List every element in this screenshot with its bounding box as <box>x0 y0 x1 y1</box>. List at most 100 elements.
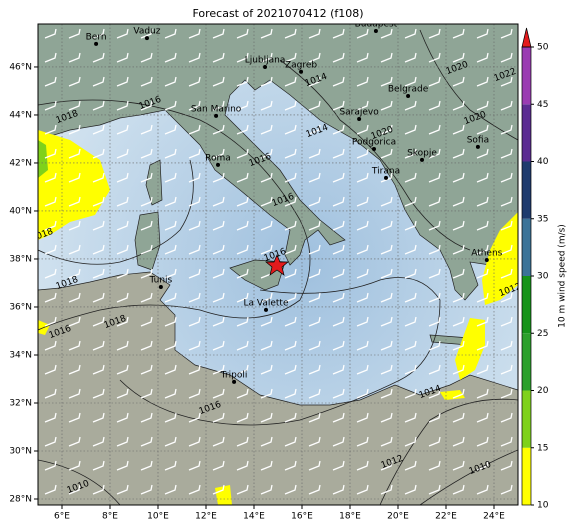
wind-barb <box>212 76 225 87</box>
wind-barb <box>140 244 153 255</box>
wind-barb <box>92 100 105 111</box>
city-label: Podgorica <box>352 138 396 148</box>
city-label: Sarajevo <box>339 108 379 118</box>
wind-barb <box>164 220 177 231</box>
wind-barb <box>212 268 225 279</box>
wind-barb <box>212 388 225 399</box>
wind-barb <box>140 388 153 399</box>
city-label: Roma <box>205 153 231 163</box>
wind-barb <box>284 52 297 63</box>
wind-barb <box>260 148 273 159</box>
colorbar-band <box>522 333 531 391</box>
wind-barb <box>404 460 417 471</box>
colorbar-label: 10 m wind speed (m/s) <box>558 224 568 328</box>
wind-barb <box>380 436 393 447</box>
wind-barb <box>236 244 249 255</box>
wind-barb <box>404 268 417 279</box>
wind-barb <box>212 124 225 135</box>
colorbar-tick-label: 25 <box>537 329 548 339</box>
wind-barb <box>212 100 225 111</box>
colorbar-band <box>522 390 531 448</box>
wind-barb <box>428 124 441 135</box>
wind-barb <box>44 124 57 135</box>
wind-barb <box>44 52 57 63</box>
wind-barb <box>260 292 273 303</box>
wind-barb <box>380 76 393 87</box>
wind-barb <box>212 364 225 375</box>
wind-barb <box>284 148 297 159</box>
wind-barb <box>140 124 153 135</box>
city-label: Tripoli <box>220 370 248 380</box>
wind-barb <box>68 340 81 351</box>
wind-barb <box>428 268 441 279</box>
map-area: Bern Vaduz Budapest Ljubljana Zagreb San Mari… <box>38 19 518 505</box>
wind-barb <box>356 76 369 87</box>
city-label: Tunis <box>149 276 173 286</box>
star-marker <box>265 254 289 276</box>
wind-barb <box>476 460 489 471</box>
wind-barb <box>332 436 345 447</box>
wind-barb <box>92 340 105 351</box>
wind-barb <box>212 172 225 183</box>
wind-barb <box>44 460 57 471</box>
wind-areas <box>38 130 518 505</box>
wind-barb <box>92 124 105 135</box>
wind-barb <box>44 340 57 351</box>
wind-barb <box>212 460 225 471</box>
wind-barb <box>452 316 465 327</box>
wind-barb <box>404 172 417 183</box>
x-tick-label: 20°E <box>387 512 409 522</box>
wind-barb <box>44 436 57 447</box>
wind-barb <box>116 196 129 207</box>
wind-barb <box>68 436 81 447</box>
colorbar-tick-label: 30 <box>537 272 549 282</box>
wind-barb <box>164 364 177 375</box>
wind-barb <box>188 196 201 207</box>
colorbar-band <box>522 104 531 162</box>
wind-barb <box>44 244 57 255</box>
wind-barb <box>308 484 321 495</box>
wind-barb <box>92 220 105 231</box>
city-dot <box>158 285 163 290</box>
wind-barb <box>500 460 513 471</box>
wind-barb <box>68 460 81 471</box>
wind-barb <box>164 388 177 399</box>
wind-barb <box>188 268 201 279</box>
x-tick-label: 22°E <box>435 512 457 522</box>
wind-barb <box>308 148 321 159</box>
city-label: Bern <box>86 32 107 42</box>
wind-barb <box>236 268 249 279</box>
y-tick-label: 38°N <box>9 254 32 264</box>
wind-barb <box>260 484 273 495</box>
wind-barb <box>428 76 441 87</box>
wind-barb <box>428 436 441 447</box>
wind-barb <box>500 268 513 279</box>
city-label: Budapest <box>355 19 398 29</box>
wind-barb <box>44 316 57 327</box>
wind-barb <box>140 412 153 423</box>
wind-barb <box>476 412 489 423</box>
wind-barb <box>356 100 369 111</box>
wind-barb <box>476 100 489 111</box>
wind-barb <box>116 388 129 399</box>
wind-barb <box>500 364 513 375</box>
wind-barb <box>404 28 417 39</box>
wind-barb <box>308 388 321 399</box>
wind-barb <box>332 484 345 495</box>
y-tick-label: 42°N <box>9 158 32 168</box>
city-dot <box>484 257 489 262</box>
city-label: Skopje <box>407 148 437 158</box>
wind-barb <box>284 172 297 183</box>
wind-barb <box>260 220 273 231</box>
wind-barb <box>332 28 345 39</box>
wind-barb <box>476 124 489 135</box>
wind-barb <box>308 100 321 111</box>
city-label: La Valette <box>244 298 289 308</box>
wind-barb <box>404 124 417 135</box>
city-label: Vaduz <box>133 27 160 37</box>
city-dot <box>214 113 219 118</box>
wind-barb <box>332 460 345 471</box>
wind-barb <box>116 100 129 111</box>
city-dot <box>94 41 99 46</box>
wind-barb <box>260 52 273 63</box>
